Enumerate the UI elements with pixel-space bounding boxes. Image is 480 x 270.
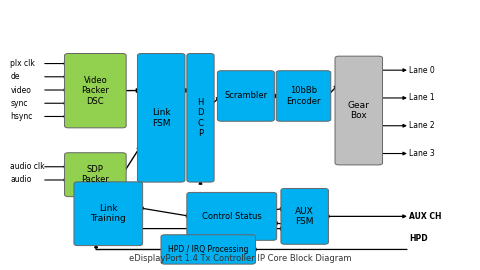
FancyBboxPatch shape [64,153,126,197]
FancyBboxPatch shape [161,235,255,264]
FancyBboxPatch shape [137,53,185,182]
FancyBboxPatch shape [335,56,383,165]
Text: Link
Training: Link Training [90,204,126,223]
Text: Lane 3: Lane 3 [409,149,435,158]
Text: hsync: hsync [11,112,33,121]
FancyBboxPatch shape [187,53,214,182]
Text: audio: audio [11,176,32,184]
Text: HPD / IRQ Processing: HPD / IRQ Processing [168,245,249,254]
FancyBboxPatch shape [64,53,126,128]
Text: audio clk: audio clk [11,162,45,171]
Text: sync: sync [11,99,28,108]
Text: Control Status: Control Status [202,212,262,221]
Text: eDisplayPort 1.4 Tx Controller IP Core Block Diagram: eDisplayPort 1.4 Tx Controller IP Core B… [129,254,351,263]
Text: AUX CH: AUX CH [409,212,442,221]
Text: AUX
FSM: AUX FSM [295,207,314,226]
Text: SDP
Packer: SDP Packer [82,165,109,184]
FancyBboxPatch shape [276,71,331,121]
Text: 10bBb
Encoder: 10bBb Encoder [286,86,321,106]
Text: Link
FSM: Link FSM [152,108,170,127]
Text: Video
Packer
DSC: Video Packer DSC [82,76,109,106]
Text: plx clk: plx clk [11,59,36,68]
Text: video: video [11,86,31,94]
Text: Gear
Box: Gear Box [348,101,370,120]
Text: Lane 2: Lane 2 [409,121,435,130]
Text: de: de [11,72,20,81]
FancyBboxPatch shape [74,182,143,246]
Text: Lane 0: Lane 0 [409,66,435,75]
Text: Lane 1: Lane 1 [409,93,435,102]
Text: HPD: HPD [409,234,428,243]
Text: Scrambler: Scrambler [224,92,267,100]
FancyBboxPatch shape [187,193,276,240]
FancyBboxPatch shape [281,188,328,244]
Text: H
D
C
P: H D C P [197,98,204,138]
FancyBboxPatch shape [217,71,275,121]
